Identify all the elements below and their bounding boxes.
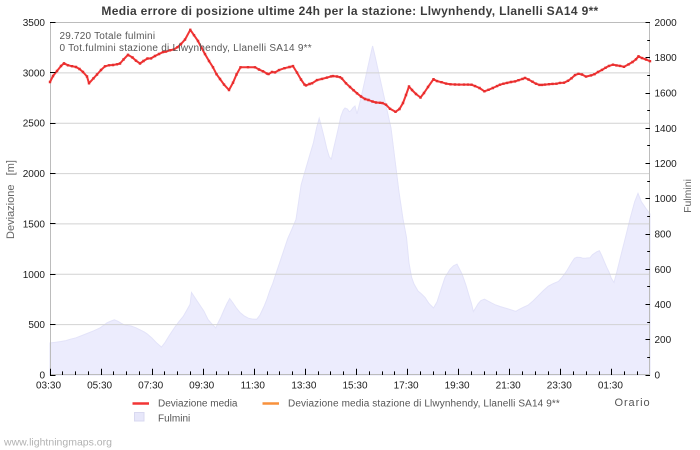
svg-text:Deviazione media stazione di L: Deviazione media stazione di Llwynhendy,…: [288, 399, 560, 410]
svg-text:1200: 1200: [655, 159, 678, 170]
svg-text:23:30: 23:30: [547, 380, 572, 391]
svg-text:Media errore di posizione ulti: Media errore di posizione ultime 24h per…: [101, 4, 598, 18]
svg-text:05:30: 05:30: [87, 380, 112, 391]
svg-text:1400: 1400: [655, 124, 678, 135]
svg-text:1000: 1000: [655, 194, 678, 205]
svg-text:01:30: 01:30: [598, 380, 623, 391]
svg-text:13:30: 13:30: [291, 380, 316, 391]
svg-text:2500: 2500: [23, 119, 46, 130]
svg-text:Fulmini: Fulmini: [682, 179, 694, 213]
svg-text:3500: 3500: [23, 18, 46, 29]
svg-text:2000: 2000: [655, 18, 678, 29]
svg-text:Deviazione media: Deviazione media: [158, 399, 238, 410]
svg-text:600: 600: [655, 265, 672, 276]
svg-text:www.lightningmaps.org: www.lightningmaps.org: [3, 437, 112, 449]
svg-text:400: 400: [655, 300, 672, 311]
svg-text:15:30: 15:30: [342, 380, 367, 391]
svg-text:Orario: Orario: [615, 397, 651, 409]
svg-text:0 Tot.fulmini stazione di Llwy: 0 Tot.fulmini stazione di Llwynhendy, Ll…: [60, 43, 312, 54]
svg-text:19:30: 19:30: [445, 380, 470, 391]
svg-text:Fulmini: Fulmini: [158, 414, 190, 425]
svg-text:2000: 2000: [23, 169, 46, 180]
svg-text:11:30: 11:30: [241, 380, 266, 391]
svg-text:1000: 1000: [23, 270, 46, 281]
svg-text:09:30: 09:30: [189, 380, 214, 391]
svg-text:0: 0: [655, 371, 661, 382]
svg-text:07:30: 07:30: [138, 380, 163, 391]
svg-text:0: 0: [39, 371, 45, 382]
svg-text:1600: 1600: [655, 89, 678, 100]
svg-text:3000: 3000: [23, 68, 46, 79]
svg-text:800: 800: [655, 230, 672, 241]
svg-text:29.720 Totale fulmini: 29.720 Totale fulmini: [60, 31, 156, 42]
svg-text:Deviazione [m]: Deviazione [m]: [5, 160, 17, 239]
svg-text:500: 500: [28, 320, 45, 331]
svg-text:1500: 1500: [23, 219, 46, 230]
svg-text:03:30: 03:30: [36, 380, 61, 391]
svg-text:21:30: 21:30: [496, 380, 521, 391]
svg-text:1800: 1800: [655, 53, 678, 64]
svg-text:200: 200: [655, 335, 672, 346]
svg-text:17:30: 17:30: [394, 380, 419, 391]
